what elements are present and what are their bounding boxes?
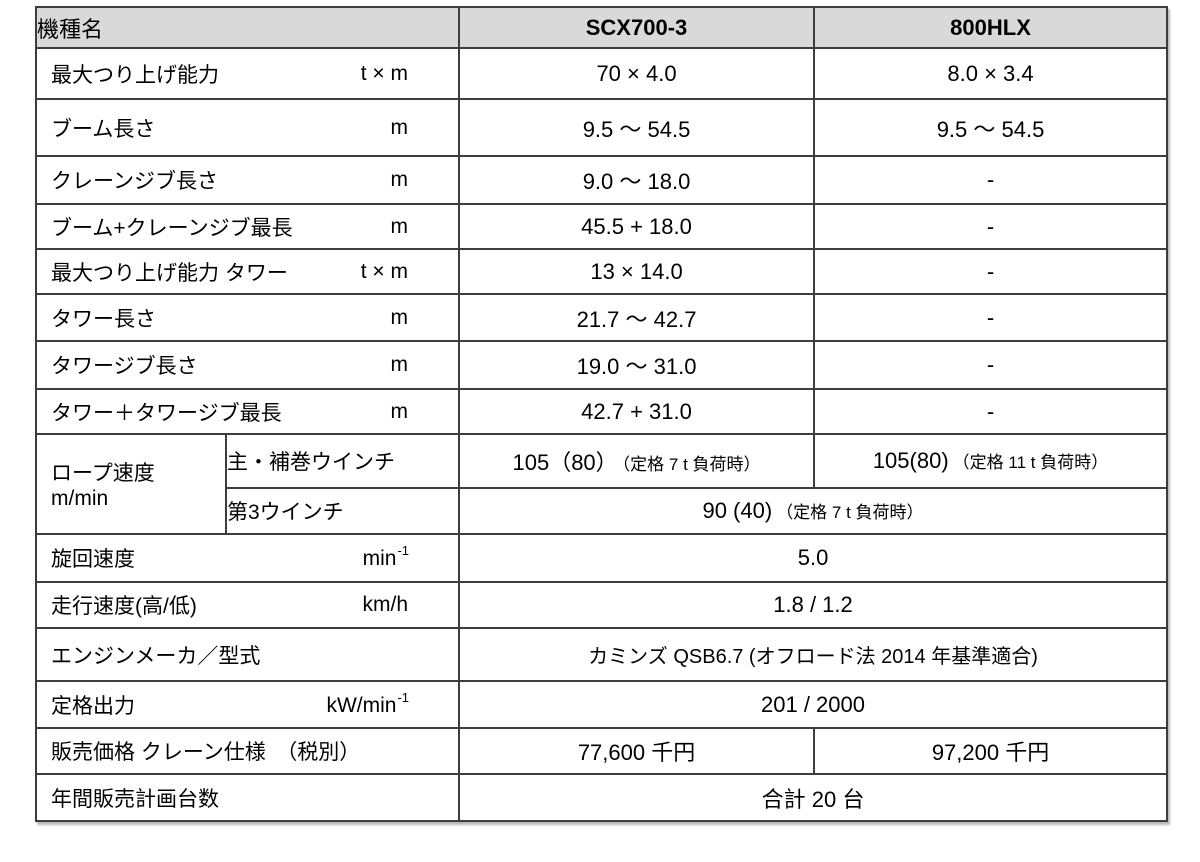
rope-main-value-model1: 105（80） [512,450,618,475]
table-row: ロープ速度 m/min 主・補巻ウインチ 105（80） （定格 7 t 負荷時）… [35,433,1169,535]
row-label-rope-speed: ロープ速度 m/min [38,457,224,511]
row-label-sales-price: 販売価格 クレーン仕様 （税別） [38,736,457,766]
row-unit: m [390,214,409,238]
table-row: 最大つり上げ能力 t × m 70 × 4.0 8.0 × 3.4 [34,47,1169,100]
row-label: 旋回速度 [51,548,135,571]
table-row: 旋回速度 min-1 5.0 [34,533,1169,583]
price-model1: 77,600 千円 [458,727,816,775]
row-label-tower-jib-length: タワージブ長さ m [38,350,457,380]
row-label: ブーム長さ [51,117,156,141]
row-unit: t × m [360,61,409,85]
value-model2: - [813,340,1169,390]
table-row: 販売価格 クレーン仕様 （税別） 77,600 千円 97,200 千円 [34,727,1169,775]
row-label-rated-output: 定格出力 kW/min-1 [38,689,457,720]
engine-value: カミンズ QSB6.7 (オフロード法 2014 年基準適合) [458,627,1169,682]
value-model2: - [813,155,1169,205]
value-model2: - [813,293,1169,342]
row-label: 最大つり上げ能力 タワー [51,261,288,285]
row-label-boom-length: ブーム長さ m [38,113,457,143]
row-label: 年間販売計画台数 [51,787,219,811]
row-label: 最大つり上げ能力 [51,63,219,87]
value-model1: 42.7 + 31.0 [458,388,816,435]
rope-main-value-model2: 105(80) [872,448,949,473]
table-header-row: 機種名 SCX700-3 800HLX [34,6,1169,49]
row-label-max-capacity-tower: 最大つり上げ能力 タワー t × m [38,257,457,287]
row-label-engine: エンジンメーカ／型式 [38,640,457,670]
rope-main-note-model1: （定格 7 t 負荷時） [621,455,761,474]
crane-spec-table: 機種名 SCX700-3 800HLX 最大つり上げ能力 t × m 70 × … [34,6,1169,822]
table-row: エンジンメーカ／型式 カミンズ QSB6.7 (オフロード法 2014 年基準適… [34,627,1169,682]
row-label: ブーム+クレーンジブ最長 [51,216,293,240]
table-row: 第3ウインチ 90 (40) （定格 7 t 負荷時） [36,487,1169,535]
value-model1: 21.7 ～ 42.7 [458,293,816,342]
row-unit: m [390,168,409,191]
table-row: 定格出力 kW/min-1 201 / 2000 [34,680,1169,729]
value-model1: 13 × 14.0 [458,248,816,295]
value-model1: 70 × 4.0 [458,47,816,100]
model-name-header: 機種名 [34,6,461,49]
row-label: 定格出力 [51,694,135,718]
row-label: クレーンジブ長さ [51,170,218,193]
row-unit: m [390,399,409,423]
value-model1: 9.0 ～ 18.0 [458,155,816,205]
row-label: 走行速度(高/低) [51,595,197,618]
table-row: 最大つり上げ能力 タワー t × m 13 × 14.0 - [34,248,1169,295]
table-row: タワー＋タワージブ最長 m 42.7 + 31.0 - [34,388,1169,435]
value-model2: 8.0 × 3.4 [813,47,1169,100]
row-unit: min-1 [362,543,410,570]
rope-third-note: （定格 7 t 負荷時） [776,503,924,522]
price-model2: 97,200 千円 [813,727,1169,775]
slew-speed-value: 5.0 [458,533,1169,583]
annual-plan-value: 合計 20 台 [458,773,1169,822]
row-label-annual-plan: 年間販売計画台数 [38,783,457,813]
unit-superscript: -1 [397,689,410,705]
travel-speed-value: 1.8 / 1.2 [458,581,1169,629]
unit-superscript: -1 [397,543,410,558]
table-row: ブーム長さ m 9.5 ～ 54.5 9.5 ～ 54.5 [34,98,1169,157]
rope-third-value: 90 (40) [702,498,773,523]
row-label: タワー＋タワージブ最長 [51,401,282,425]
rope-main-note-model2: （定格 11 t 負荷時） [952,453,1109,472]
value-model2: - [813,203,1169,250]
model1-header: SCX700-3 [458,6,816,49]
row-unit: kW/min-1 [326,689,410,717]
spec-table-container: 機種名 SCX700-3 800HLX 最大つり上げ能力 t × m 70 × … [34,6,1169,822]
rated-output-value: 201 / 2000 [458,680,1169,729]
row-label: 販売価格 クレーン仕様 （税別） [51,741,361,764]
row-label-boom-plus-jib: ブーム+クレーンジブ最長 m [38,212,457,242]
table-row: 年間販売計画台数 合計 20 台 [34,773,1169,822]
rope-speed-unit: m/min [51,487,109,510]
row-label-max-capacity: 最大つり上げ能力 t × m [38,59,457,89]
table-row: タワージブ長さ m 19.0 ～ 31.0 - [34,340,1169,390]
table-row: タワー長さ m 21.7 ～ 42.7 - [34,293,1169,342]
winch-main-aux-label: 主・補巻ウインチ [224,433,461,489]
table-row: 走行速度(高/低) km/h 1.8 / 1.2 [34,581,1169,629]
value-model1: 19.0 ～ 31.0 [458,340,816,390]
table-row: クレーンジブ長さ m 9.0 ～ 18.0 - [34,155,1169,205]
model2-header: 800HLX [813,6,1169,49]
row-unit: km/h [362,593,409,616]
value-model2: - [813,388,1169,435]
rope-speed-label: ロープ速度 [51,462,155,485]
table-row: ブーム+クレーンジブ最長 m 45.5 + 18.0 - [34,203,1169,250]
row-unit: m [390,115,409,139]
row-label-tower-length: タワー長さ m [38,303,457,333]
value-model1: 9.5 ～ 54.5 [458,98,816,157]
row-label-slew-speed: 旋回速度 min-1 [38,543,457,573]
row-unit: m [390,353,409,376]
row-label-tower-plus-jib: タワー＋タワージブ最長 m [38,397,457,427]
row-label-crane-jib-length: クレーンジブ長さ m [38,165,457,195]
winch-third-label: 第3ウインチ [224,487,461,535]
row-unit: m [390,305,409,329]
row-label: タワージブ長さ [51,355,198,378]
value-model1: 45.5 + 18.0 [458,203,816,250]
row-unit: t × m [360,259,409,283]
row-label: タワー長さ [51,307,156,331]
value-model2: 9.5 ～ 54.5 [813,98,1169,157]
value-model2: - [813,248,1169,295]
row-label-travel-speed: 走行速度(高/低) km/h [38,590,457,620]
row-label: エンジンメーカ／型式 [51,644,261,668]
